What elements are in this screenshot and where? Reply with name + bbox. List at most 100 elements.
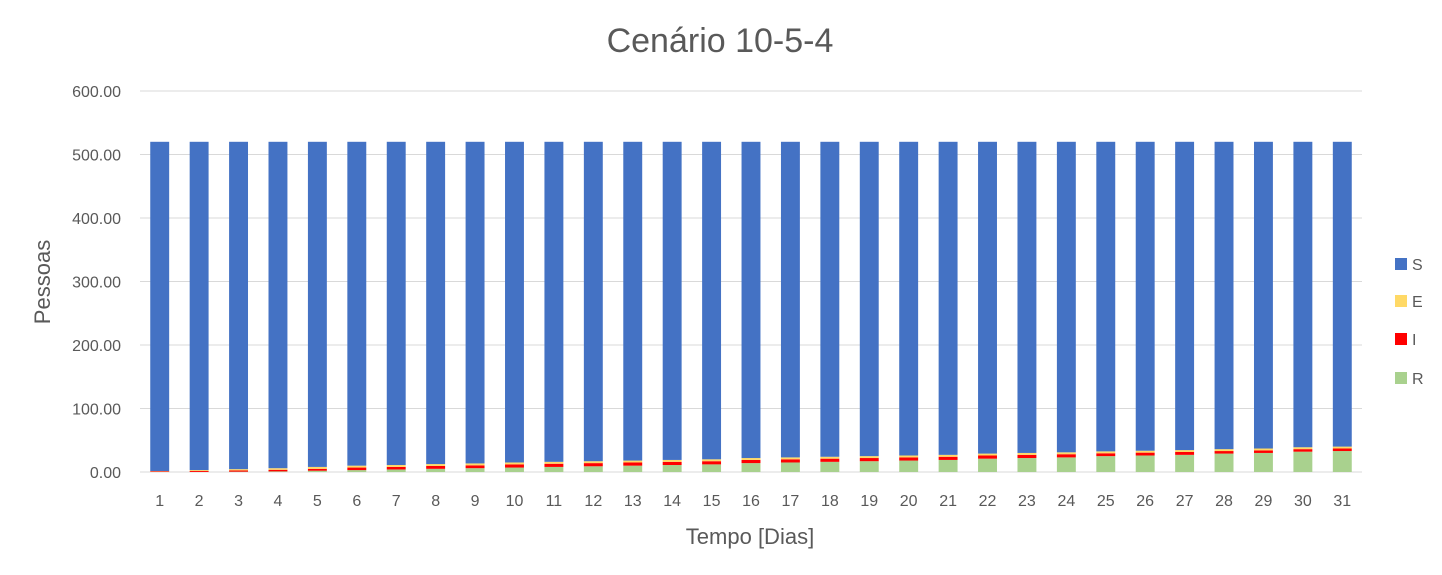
bar-segment-e bbox=[623, 460, 643, 463]
bar-segment-s bbox=[1332, 141, 1352, 447]
bar-segment-i bbox=[465, 465, 485, 469]
bar-segment-e bbox=[741, 458, 761, 460]
bar-segment-i bbox=[978, 455, 997, 459]
bar-segment-i bbox=[741, 459, 761, 464]
bar-segment-s bbox=[702, 141, 722, 460]
bar-segment-i bbox=[1056, 454, 1076, 458]
x-tick-label: 12 bbox=[584, 493, 602, 510]
bar-segment-s bbox=[820, 141, 840, 457]
x-tick-label: 20 bbox=[900, 493, 918, 510]
y-axis-title: Pessoas bbox=[30, 240, 55, 324]
x-tick-label: 5 bbox=[313, 493, 322, 510]
x-tick-label: 28 bbox=[1215, 493, 1233, 510]
legend-label-s: S bbox=[1412, 257, 1423, 274]
bar-segment-e bbox=[229, 469, 249, 471]
bar-segment-r bbox=[1293, 451, 1313, 472]
bar-segment-e bbox=[1253, 448, 1273, 451]
bar-segment-s bbox=[307, 141, 327, 467]
bar-segment-r bbox=[780, 462, 800, 472]
bar-segment-e bbox=[544, 461, 564, 464]
bar-segment-e bbox=[426, 464, 446, 466]
x-tick-label: 18 bbox=[821, 493, 839, 510]
bar-segment-e bbox=[820, 456, 840, 459]
bar-segment-s bbox=[150, 141, 170, 472]
bar-segment-i bbox=[1214, 451, 1234, 454]
bar-segment-r bbox=[1096, 456, 1116, 472]
bar-segment-e bbox=[1175, 450, 1195, 452]
y-tick-label: 100.00 bbox=[72, 402, 121, 419]
bar-segment-i bbox=[662, 461, 682, 466]
x-tick-label: 10 bbox=[506, 493, 524, 510]
bar-segment-e bbox=[780, 457, 800, 460]
bar-segment-r bbox=[938, 459, 958, 472]
bar-segment-s bbox=[1135, 141, 1155, 451]
bar-segment-r bbox=[623, 465, 643, 472]
legend-swatch-i bbox=[1395, 333, 1407, 345]
bar-segment-s bbox=[465, 141, 485, 464]
bar-segment-i bbox=[899, 457, 919, 461]
legend-label-i: I bbox=[1412, 332, 1416, 349]
x-tick-label: 6 bbox=[352, 493, 361, 510]
bar-segment-i bbox=[859, 458, 879, 462]
x-axis-ticks: 1 2 3 4 5 6 7 8 9 10 11 12 13 14 15 16 17 18 19 20 21 22 23 24 2… bbox=[155, 493, 1351, 510]
bar-segment-i bbox=[702, 461, 722, 465]
bar-segment-e bbox=[347, 465, 367, 468]
bar-segment-s bbox=[859, 141, 879, 457]
bar-segment-s bbox=[544, 141, 564, 462]
bar-segment-r bbox=[1135, 455, 1155, 472]
bar-segment-r bbox=[662, 465, 682, 472]
bar-segment-r bbox=[899, 460, 919, 472]
x-tick-label: 16 bbox=[742, 493, 760, 510]
bar-segment-r bbox=[1214, 453, 1234, 472]
bar-segment-e bbox=[1056, 452, 1076, 455]
y-tick-label: 400.00 bbox=[72, 211, 121, 228]
x-tick-label: 2 bbox=[195, 493, 204, 510]
bar-segment-i bbox=[347, 467, 367, 471]
bar-segment-r bbox=[505, 467, 524, 472]
x-tick-label: 29 bbox=[1255, 493, 1273, 510]
x-axis-title: Tempo [Dias] bbox=[686, 524, 814, 549]
bar-segment-i bbox=[820, 458, 840, 462]
bar-segment-e bbox=[1214, 449, 1234, 452]
bar-segment-i bbox=[623, 462, 643, 466]
bar-segment-e bbox=[938, 454, 958, 457]
x-tick-label: 11 bbox=[546, 493, 563, 510]
bar-segment-r bbox=[820, 461, 840, 472]
bar-segment-r bbox=[386, 469, 406, 472]
bar-segment-s bbox=[1056, 141, 1076, 453]
bar-stacks bbox=[150, 141, 1352, 472]
x-tick-label: 7 bbox=[392, 493, 401, 510]
bar-segment-r bbox=[544, 466, 564, 472]
bar-segment-e bbox=[386, 465, 406, 467]
x-tick-label: 3 bbox=[234, 493, 243, 510]
bar-segment-e bbox=[662, 459, 682, 462]
bar-segment-s bbox=[229, 141, 249, 470]
bar-segment-s bbox=[741, 141, 761, 459]
bar-segment-s bbox=[268, 141, 288, 469]
bar-segment-s bbox=[938, 141, 958, 455]
legend: S E I R bbox=[1395, 257, 1424, 388]
bar-segment-e bbox=[505, 462, 524, 465]
bar-segment-e bbox=[899, 455, 919, 458]
bar-segment-e bbox=[1293, 447, 1313, 450]
legend-swatch-r bbox=[1395, 372, 1407, 384]
legend-swatch-s bbox=[1395, 258, 1407, 270]
bar-segment-i bbox=[1096, 453, 1116, 457]
x-tick-label: 1 bbox=[155, 493, 164, 510]
x-tick-label: 24 bbox=[1057, 493, 1075, 510]
bar-segment-r bbox=[426, 468, 446, 472]
bar-segment-i bbox=[1293, 449, 1313, 452]
bar-segment-i bbox=[583, 463, 603, 467]
legend-label-e: E bbox=[1412, 294, 1423, 311]
y-tick-label: 500.00 bbox=[72, 148, 121, 165]
bar-segment-s bbox=[1293, 141, 1313, 448]
x-tick-label: 19 bbox=[860, 493, 878, 510]
bar-segment-s bbox=[1175, 141, 1195, 451]
bar-segment-r bbox=[307, 470, 327, 472]
bar-segment-i bbox=[189, 471, 209, 472]
bar-segment-e bbox=[189, 470, 209, 472]
bar-segment-r bbox=[702, 464, 722, 472]
bar-segment-i bbox=[780, 459, 800, 463]
y-tick-label: 600.00 bbox=[72, 84, 121, 101]
